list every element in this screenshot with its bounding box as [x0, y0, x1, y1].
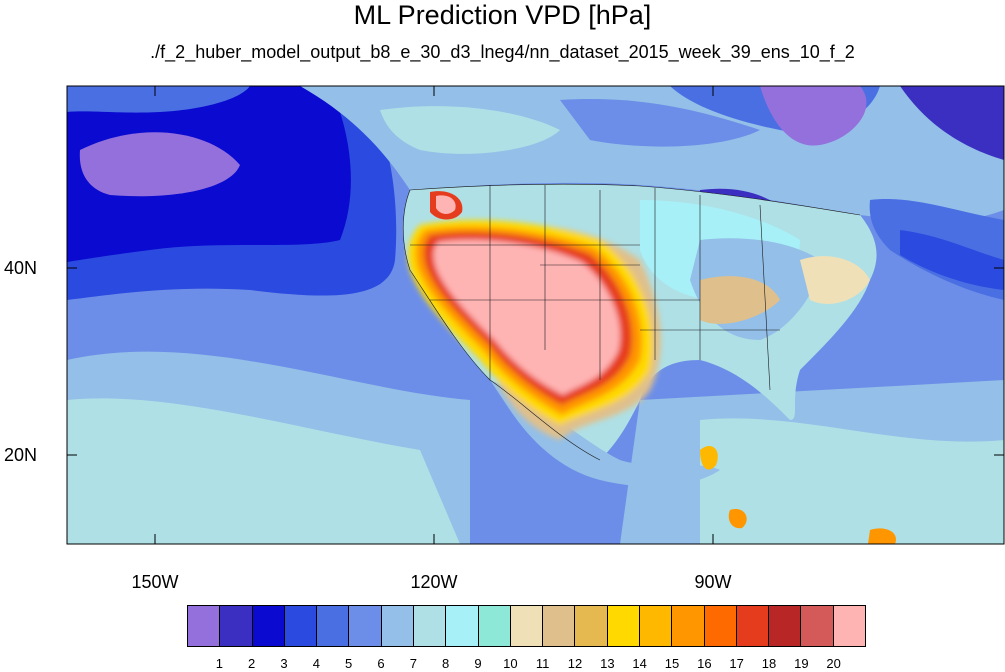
colorbar-swatch [736, 606, 770, 646]
colorbar-swatch [575, 606, 608, 646]
southwest-heat [408, 220, 661, 440]
colorbar-swatch [252, 606, 285, 646]
colorbar-label: 7 [409, 656, 417, 671]
colorbar-swatch [317, 606, 350, 646]
colorbar-label: 4 [312, 656, 320, 671]
lon-label-120w: 120W [410, 572, 458, 592]
colorbar-label: 20 [826, 656, 841, 671]
greenland [760, 86, 867, 146]
mexico [490, 380, 720, 487]
colorbar-swatch [478, 606, 511, 646]
colorbar-label: 2 [248, 656, 256, 671]
lon-label-90w: 90W [694, 572, 732, 592]
colorbar-label: 11 [535, 656, 550, 671]
colorbar-label: 6 [377, 656, 385, 671]
map-title: ML Prediction VPD [hPa] [353, 0, 652, 30]
colorbar-swatch [284, 606, 318, 646]
colorbar-label: 18 [761, 656, 777, 671]
colorbar-swatch [220, 606, 253, 646]
map-frame [66, 85, 1005, 545]
vpd-map [66, 85, 1005, 545]
colorbar-swatch [704, 606, 737, 646]
colorbar-swatch [543, 606, 576, 646]
colorbar-swatch [607, 606, 640, 646]
colorbar-swatch [349, 606, 382, 646]
colorbar-label: 3 [280, 656, 288, 671]
colorbar-label: 10 [503, 656, 518, 671]
colorbar-label: 5 [345, 656, 353, 671]
colorbar-label: 13 [600, 656, 615, 671]
colorbar-swatch [639, 606, 673, 646]
colorbar-swatch [769, 606, 802, 646]
colorbar-label: 12 [567, 656, 583, 671]
map-subtitle: ./f_2_huber_model_output_b8_e_30_d3_lneg… [150, 42, 855, 62]
lat-label-40n: 40N [4, 258, 38, 278]
tick-marks [67, 86, 1004, 544]
colorbar-label: 8 [442, 656, 450, 671]
colorbar [187, 605, 866, 647]
south-ocean-pale [67, 398, 460, 544]
colorbar-swatch [188, 606, 221, 646]
colorbar-swatch [413, 606, 447, 646]
colorbar-swatch [381, 606, 414, 646]
colorbar-label: 14 [632, 656, 647, 671]
colorbar-label: 1 [215, 656, 223, 671]
lat-label-20n: 20N [4, 445, 38, 465]
colorbar-swatch [510, 606, 544, 646]
colorbar-swatch [446, 606, 479, 646]
colorbar-label: 15 [664, 656, 680, 671]
colorbar-label: 16 [697, 656, 712, 671]
colorbar-swatch [801, 606, 834, 646]
lon-label-150w: 150W [131, 572, 179, 592]
state-borders [402, 183, 861, 461]
colorbar-swatch [833, 606, 865, 646]
colorbar-label: 9 [474, 656, 482, 671]
colorbar-swatch [672, 606, 705, 646]
colorbar-label: 17 [729, 656, 744, 671]
colorbar-label: 19 [794, 656, 809, 671]
